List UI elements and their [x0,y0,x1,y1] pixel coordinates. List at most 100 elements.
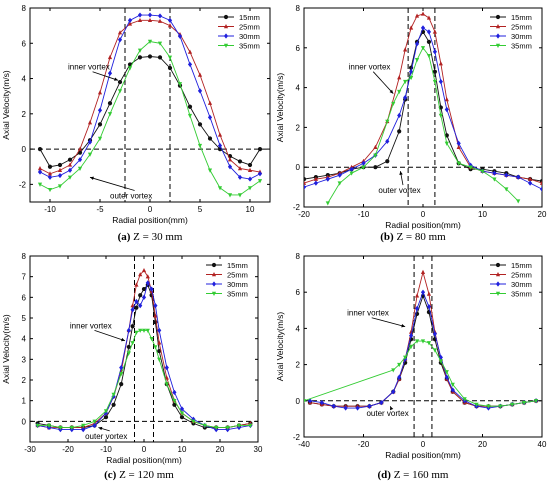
annotation-label: outer vortex [110,191,152,200]
y-tick-label: -2 [293,203,301,212]
data-point-35mm [236,423,242,428]
data-point-30mm [403,94,408,101]
annotation-arrowhead [98,426,103,431]
data-point-25mm [304,180,307,185]
series-line-30mm [304,27,542,190]
data-point-35mm [57,184,63,189]
data-point-35mm [409,75,414,81]
y-tick-label: 2 [22,376,27,385]
data-point-15mm [157,348,162,354]
legend-marker-15mm [223,14,229,20]
data-point-35mm [103,409,109,414]
panel-caption: (c) Z = 120 mm [104,469,174,481]
y-tick-label: 0 [296,163,301,172]
y-tick-label: 7 [22,273,27,282]
legend-marker-30mm [223,33,229,39]
data-point-15mm [385,159,390,164]
data-point-35mm [69,425,74,431]
data-point-30mm [379,400,384,406]
data-point-25mm [197,72,203,77]
data-point-15mm [47,164,53,169]
data-point-15mm [126,344,131,350]
data-point-15mm [130,324,135,329]
data-point-35mm [217,186,223,191]
data-point-15mm [57,162,63,168]
data-point-35mm [248,423,253,428]
data-point-35mm [486,404,491,409]
legend-label: 30mm [511,280,532,289]
data-point-30mm [355,405,360,411]
y-tick-label: 3 [22,355,27,364]
legend-marker-25mm [495,272,501,277]
y-tick-label: 6 [22,293,27,302]
series-group [35,267,253,433]
annotation-arrowhead [114,77,118,81]
data-point-35mm [438,359,443,364]
data-point-35mm [504,187,509,192]
data-point-35mm [414,58,420,63]
data-point-25mm [426,291,432,296]
legend-label: 35mm [239,42,260,51]
data-point-35mm [397,89,402,95]
series-line-15mm [39,56,261,168]
series-group [37,12,263,198]
caption-letter: (a) [118,231,131,243]
data-point-35mm [480,169,485,174]
data-point-30mm [147,12,153,18]
annotation-label: inner vortex [347,309,389,318]
data-point-35mm [141,328,147,333]
x-tick-label: 5 [198,205,203,214]
data-point-30mm [414,41,420,47]
data-point-35mm [130,341,135,346]
data-point-25mm [147,17,153,23]
series-line-30mm [309,290,537,409]
data-point-35mm [225,425,230,431]
data-point-35mm [214,425,219,431]
data-point-35mm [522,400,527,406]
annotation-label: inner vortex [70,321,112,330]
data-point-15mm [257,146,263,152]
legend-marker-30mm [495,33,501,39]
data-point-35mm [426,341,432,346]
plot-frame [29,255,259,443]
data-point-30mm [237,174,243,180]
data-point-15mm [197,122,203,127]
annotation-arrow [371,317,406,327]
x-tick-label: 10 [178,445,187,454]
y-tick-label: 4 [296,324,301,333]
data-point-35mm [456,161,461,166]
data-point-25mm [57,167,63,172]
data-point-25mm [438,61,443,66]
data-point-30mm [391,389,396,395]
x-tick-label: 0 [148,205,153,214]
legend-marker-35mm [495,291,501,296]
legend-label: 25mm [511,271,532,280]
legend-label: 30mm [511,32,532,41]
data-point-35mm [134,330,139,335]
x-axis-title: Radial position(mm) [106,455,182,465]
data-point-30mm [37,169,43,175]
legend-label: 35mm [511,290,532,299]
y-axis-title: Axial Velocity(m/s) [1,314,11,384]
chart-panel-3: -30 -20 -10 0 10 20 30 0 1 2 3 4 5 6 7 8 Radial position… [1,252,263,481]
data-point-30mm [409,333,414,339]
y-axis-title: Axial Velocity(m/s) [275,312,285,382]
y-tick-label: 6 [22,39,27,48]
data-point-15mm [432,69,437,74]
data-point-30mm [397,374,402,380]
legend-marker-30mm [495,281,501,287]
data-point-25mm [409,25,414,30]
data-point-35mm [138,328,143,333]
data-point-30mm [504,172,509,178]
series-line-35mm [327,46,519,204]
data-point-25mm [420,11,426,16]
data-point-30mm [92,422,97,429]
data-point-30mm [319,400,324,406]
series-line-25mm [37,269,251,428]
data-point-15mm [187,104,193,109]
data-point-25mm [87,120,93,125]
data-point-25mm [403,47,408,52]
series-group [304,11,542,206]
legend-label: 15mm [239,13,260,22]
